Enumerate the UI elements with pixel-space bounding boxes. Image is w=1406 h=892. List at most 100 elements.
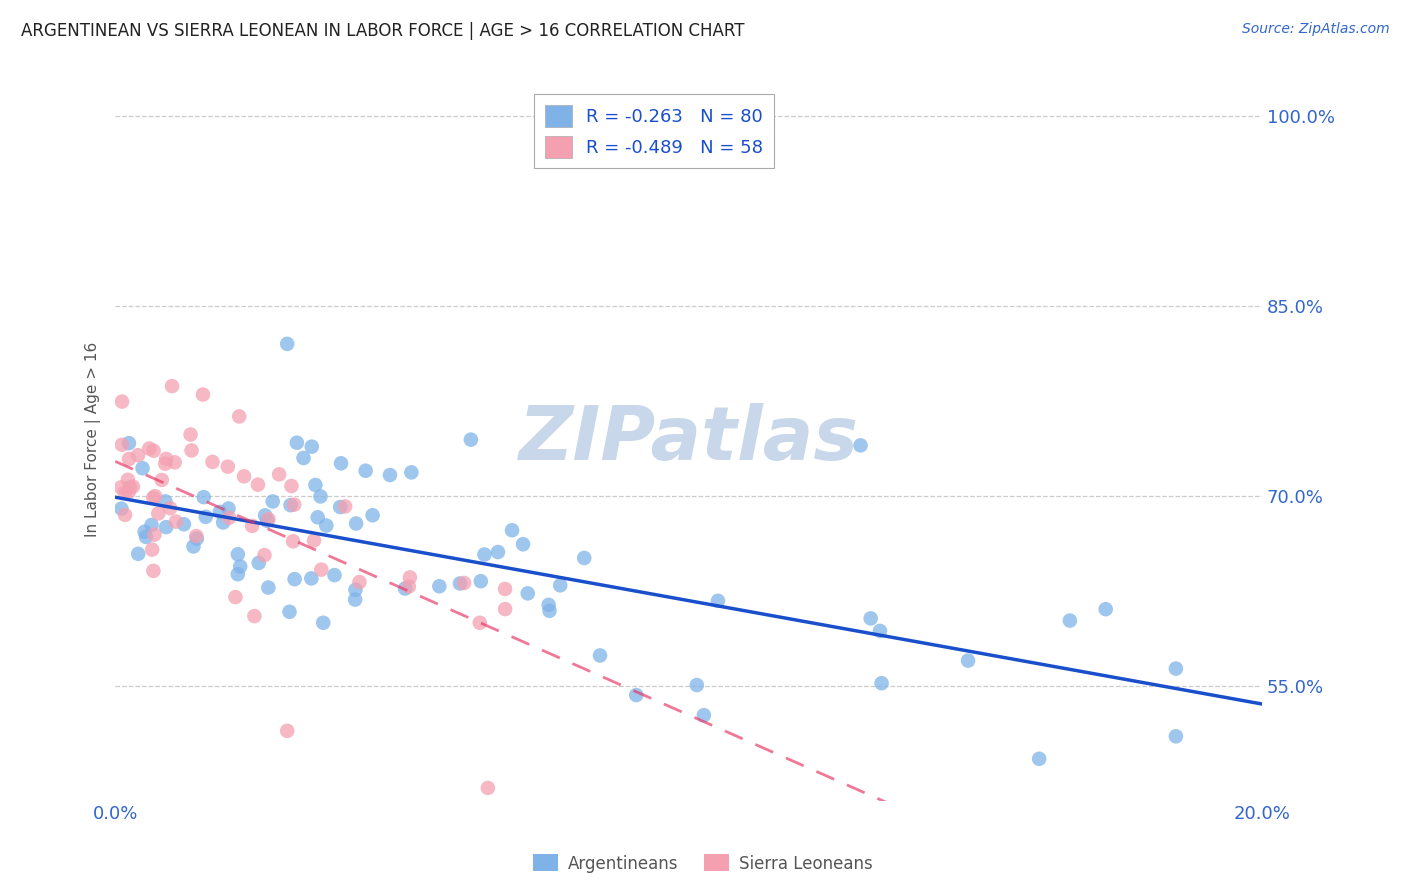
- Y-axis label: In Labor Force | Age > 16: In Labor Force | Age > 16: [86, 342, 101, 537]
- Point: [859, 611, 882, 625]
- Point: [486, 545, 509, 559]
- Point: [118, 480, 141, 494]
- Point: [155, 451, 177, 466]
- Point: [208, 505, 231, 519]
- Point: [693, 708, 716, 723]
- Point: [494, 602, 516, 616]
- Point: [869, 624, 891, 638]
- Point: [148, 507, 170, 521]
- Point: [344, 592, 367, 607]
- Point: [280, 479, 302, 493]
- Point: [470, 574, 492, 589]
- Point: [460, 433, 482, 447]
- Point: [1059, 614, 1081, 628]
- Point: [285, 435, 308, 450]
- Point: [160, 379, 183, 393]
- Point: [474, 548, 496, 562]
- Point: [180, 427, 202, 442]
- Point: [127, 547, 149, 561]
- Point: [155, 457, 177, 471]
- Point: [118, 485, 141, 500]
- Point: [427, 579, 450, 593]
- Point: [707, 594, 730, 608]
- Point: [1094, 602, 1116, 616]
- Point: [127, 448, 149, 462]
- Point: [155, 520, 177, 534]
- Point: [304, 478, 326, 492]
- Point: [574, 551, 596, 566]
- Point: [186, 529, 208, 543]
- Point: [284, 572, 307, 586]
- Point: [228, 409, 250, 424]
- Point: [117, 473, 139, 487]
- Point: [307, 510, 329, 524]
- Point: [122, 480, 145, 494]
- Point: [299, 571, 322, 585]
- Point: [191, 387, 214, 401]
- Point: [111, 438, 134, 452]
- Point: [138, 442, 160, 456]
- Text: ZIPatlas: ZIPatlas: [519, 402, 859, 475]
- Point: [1164, 729, 1187, 743]
- Point: [311, 563, 333, 577]
- Point: [494, 582, 516, 596]
- Point: [163, 455, 186, 469]
- Point: [957, 654, 980, 668]
- Point: [194, 509, 217, 524]
- Point: [143, 489, 166, 503]
- Point: [173, 517, 195, 532]
- Point: [141, 542, 163, 557]
- Point: [111, 394, 134, 409]
- Point: [278, 605, 301, 619]
- Point: [537, 598, 560, 612]
- Point: [283, 498, 305, 512]
- Point: [135, 530, 157, 544]
- Point: [110, 480, 132, 494]
- Point: [247, 556, 270, 570]
- Point: [143, 527, 166, 541]
- Point: [1028, 752, 1050, 766]
- Point: [477, 780, 499, 795]
- Point: [281, 534, 304, 549]
- Point: [257, 512, 280, 526]
- Point: [186, 532, 208, 546]
- Point: [501, 523, 523, 537]
- Point: [254, 508, 277, 523]
- Point: [118, 452, 141, 467]
- Point: [315, 518, 337, 533]
- Point: [243, 609, 266, 624]
- Point: [302, 533, 325, 548]
- Point: [114, 485, 136, 500]
- Point: [516, 586, 538, 600]
- Point: [212, 516, 235, 530]
- Point: [329, 500, 352, 514]
- Point: [301, 440, 323, 454]
- Point: [224, 590, 246, 604]
- Point: [193, 490, 215, 504]
- Point: [257, 581, 280, 595]
- Point: [142, 491, 165, 505]
- Point: [512, 537, 534, 551]
- Point: [217, 459, 239, 474]
- Point: [183, 540, 205, 554]
- Point: [269, 467, 291, 482]
- Point: [394, 582, 416, 596]
- Point: [849, 438, 872, 452]
- Point: [378, 468, 401, 483]
- Point: [312, 615, 335, 630]
- Text: ARGENTINEAN VS SIERRA LEONEAN IN LABOR FORCE | AGE > 16 CORRELATION CHART: ARGENTINEAN VS SIERRA LEONEAN IN LABOR F…: [21, 22, 745, 40]
- Point: [240, 519, 263, 533]
- Point: [626, 688, 648, 702]
- Point: [218, 510, 240, 524]
- Point: [155, 494, 177, 508]
- Point: [276, 723, 298, 738]
- Point: [276, 337, 298, 351]
- Point: [453, 576, 475, 591]
- Point: [361, 508, 384, 523]
- Point: [1164, 662, 1187, 676]
- Point: [686, 678, 709, 692]
- Point: [399, 570, 422, 584]
- Point: [233, 469, 256, 483]
- Point: [344, 582, 367, 597]
- Point: [333, 500, 356, 514]
